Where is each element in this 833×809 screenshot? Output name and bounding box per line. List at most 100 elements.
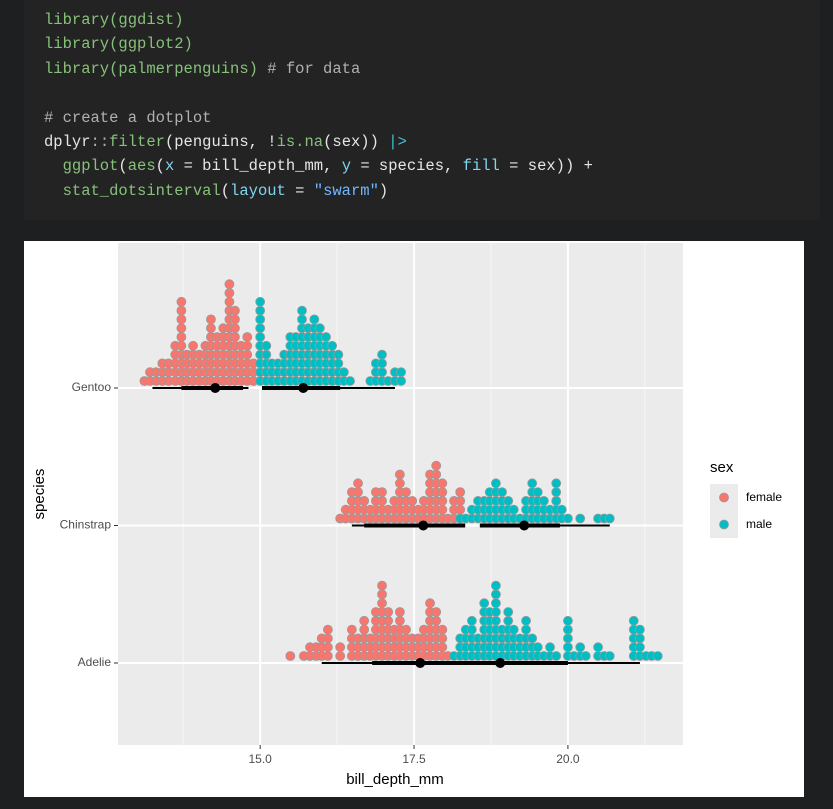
dot xyxy=(359,624,370,635)
dot xyxy=(490,589,501,600)
dot xyxy=(309,314,320,325)
dot xyxy=(431,469,442,480)
dot xyxy=(333,349,344,360)
y-tick-label: Adelie xyxy=(78,655,112,669)
dot xyxy=(359,615,370,626)
dot xyxy=(466,624,477,635)
dot xyxy=(604,651,615,661)
dot xyxy=(206,314,216,325)
dot xyxy=(556,504,567,515)
y-tick-label: Chinstrap xyxy=(60,518,112,532)
code-token: |> xyxy=(388,133,407,151)
legend-label: female xyxy=(746,490,782,504)
dot xyxy=(563,633,573,644)
dot xyxy=(377,358,387,369)
code-token: = sex)) + xyxy=(499,157,593,176)
dot xyxy=(255,296,266,307)
dot xyxy=(490,580,501,591)
dot xyxy=(635,642,645,653)
x-tick-label: 17.5 xyxy=(402,752,426,766)
dot xyxy=(261,349,272,360)
median-point xyxy=(418,520,429,531)
code-token: # for data xyxy=(257,59,361,78)
dot xyxy=(635,624,645,635)
dot xyxy=(455,495,466,506)
dot xyxy=(322,651,333,661)
median-point xyxy=(210,383,221,393)
dot xyxy=(335,642,346,653)
dot xyxy=(437,633,448,644)
code-token: = species, xyxy=(351,157,463,176)
dot xyxy=(497,487,507,498)
dot xyxy=(383,615,394,626)
dot xyxy=(176,340,187,351)
dot xyxy=(490,615,501,626)
code-token: ( xyxy=(155,157,165,176)
dot xyxy=(527,633,538,644)
dot xyxy=(396,376,407,386)
code-token: x xyxy=(164,157,175,176)
dot xyxy=(338,367,349,378)
code-token: (penguins, xyxy=(164,133,268,151)
code-token: (sex)) xyxy=(323,133,389,151)
dot xyxy=(521,615,531,626)
dot xyxy=(431,615,442,626)
dot xyxy=(532,642,543,653)
code-token: ( xyxy=(220,181,231,200)
code-token: "swarm" xyxy=(313,181,379,200)
dot xyxy=(563,624,573,635)
dot xyxy=(176,305,187,316)
dot xyxy=(394,607,405,617)
dot xyxy=(503,607,514,617)
dot xyxy=(490,598,501,609)
dot xyxy=(563,615,573,626)
code-token: ) xyxy=(378,181,389,200)
dot xyxy=(322,642,333,653)
dot xyxy=(490,478,501,489)
dot xyxy=(255,323,266,334)
dot xyxy=(437,624,448,635)
code-token: stat_dotsinterval xyxy=(44,181,221,200)
dot xyxy=(206,323,216,334)
code-line: library(ggdist) xyxy=(44,8,184,32)
dot xyxy=(508,624,519,635)
dot xyxy=(242,340,253,351)
code-line: # create a dotplot xyxy=(44,106,211,130)
code-token: ! xyxy=(267,133,277,151)
dot xyxy=(224,288,235,298)
dot xyxy=(551,478,562,489)
dot xyxy=(377,487,387,498)
dot xyxy=(455,487,466,498)
dot xyxy=(255,314,266,325)
dot xyxy=(394,478,405,489)
dot xyxy=(503,615,514,626)
code-token: ggplot xyxy=(44,157,119,176)
code-token: = bill_depth_mm, xyxy=(174,157,342,176)
code-token: layout xyxy=(230,181,286,200)
code-line: stat_dotsinterval(layout = "swarm") xyxy=(44,179,389,203)
dot xyxy=(532,487,543,498)
dot xyxy=(176,296,187,307)
dot xyxy=(335,651,346,661)
dot xyxy=(176,323,187,334)
dot xyxy=(230,323,240,334)
code-token: library(ggplot2) xyxy=(44,35,193,54)
dot xyxy=(551,651,562,661)
dot xyxy=(255,305,266,316)
dot xyxy=(297,305,307,316)
median-point xyxy=(415,658,426,668)
code-line: dplyr::filter(penguins, !is.na(sex)) |> xyxy=(44,130,407,154)
dot xyxy=(327,340,338,351)
dot xyxy=(242,332,253,342)
dot xyxy=(580,651,591,661)
dot xyxy=(353,487,363,498)
dot xyxy=(377,495,387,506)
dot xyxy=(508,504,519,515)
median-point xyxy=(519,520,530,531)
dot xyxy=(345,376,355,386)
dot xyxy=(176,314,187,325)
dot xyxy=(188,340,198,351)
code-token: ( xyxy=(118,157,128,176)
dot xyxy=(431,607,442,617)
dot xyxy=(575,642,586,653)
